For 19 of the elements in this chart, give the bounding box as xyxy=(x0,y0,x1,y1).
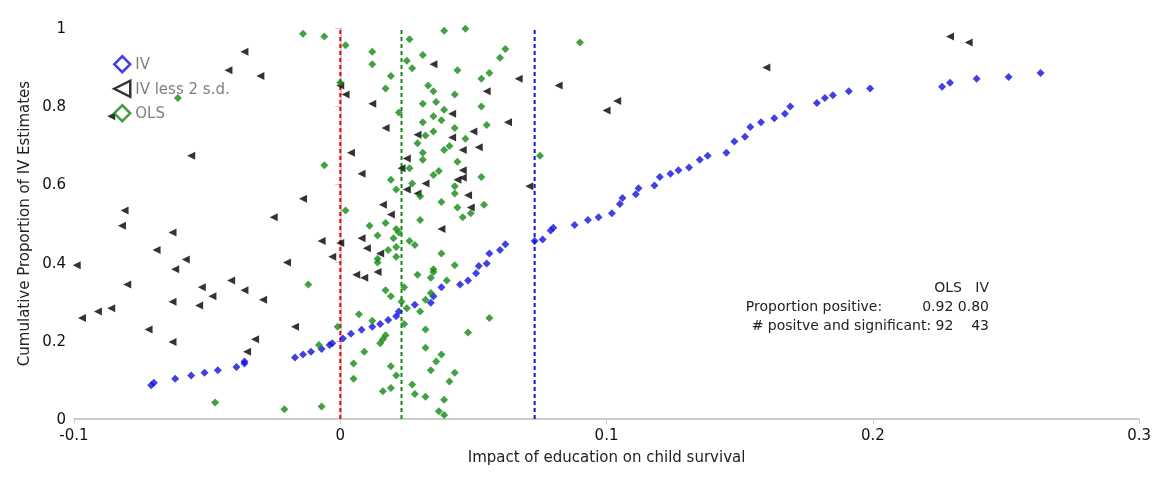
y-tick-label: 0.8 xyxy=(42,97,66,116)
x-axis-title: Impact of education on child survival xyxy=(467,447,746,466)
y-tick-label: 0.4 xyxy=(42,253,66,272)
y-axis-title: Cumulative Proportion of IV Estimates xyxy=(14,80,33,367)
legend-label: IV less 2 s.d. xyxy=(135,79,230,98)
annotation: Proportion positive: 0.92 0.80 xyxy=(745,298,989,314)
annotation: # positve and significant: 92 43 xyxy=(751,317,989,333)
y-tick-label: 1 xyxy=(56,19,66,37)
x-tick-label: 0.1 xyxy=(594,425,619,444)
legend-label: IV xyxy=(135,55,151,74)
x-tick-label: 0.3 xyxy=(1127,425,1151,444)
x-tick-label: -0.1 xyxy=(59,425,89,444)
legend-label: OLS xyxy=(135,104,165,123)
x-tick-label: 0.2 xyxy=(860,425,885,444)
y-tick-label: 0 xyxy=(56,410,66,428)
x-tick-label: 0 xyxy=(335,425,346,444)
y-tick-label: 0.6 xyxy=(42,175,66,194)
annotation: OLS IV xyxy=(934,279,990,295)
y-tick-label: 0.2 xyxy=(42,331,66,350)
